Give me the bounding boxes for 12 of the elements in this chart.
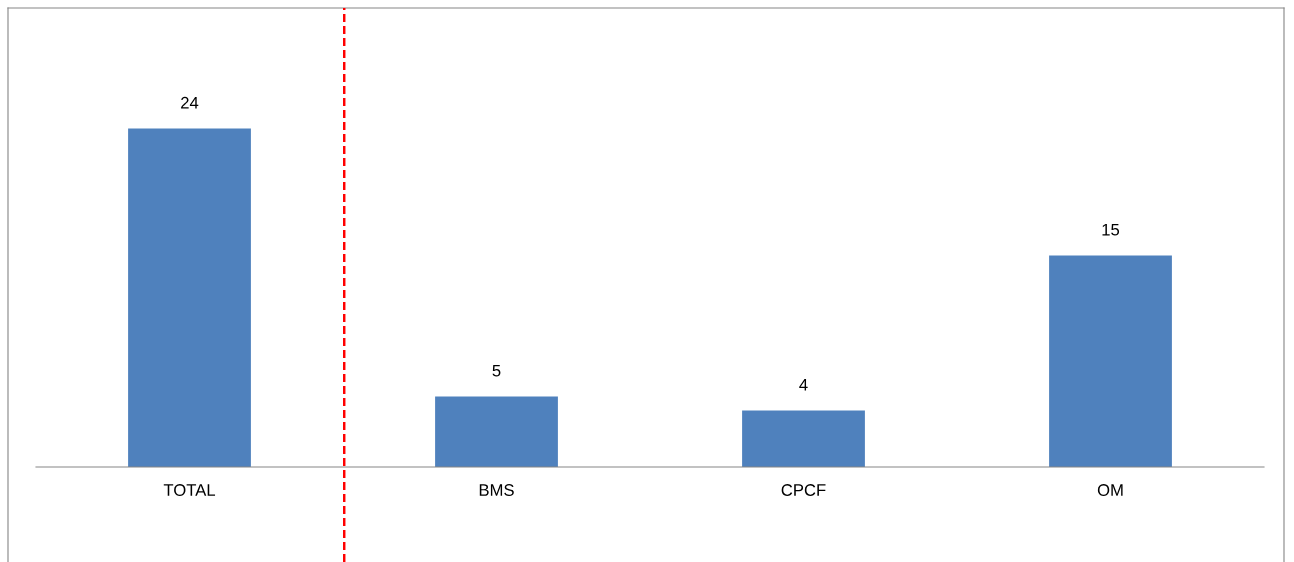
bar	[128, 128, 251, 467]
x-tick-label: OM	[1097, 484, 1123, 496]
data-label: 5	[492, 364, 501, 377]
bar	[435, 396, 558, 467]
x-tick-label: BMS	[479, 484, 514, 496]
x-tick-label: TOTAL	[163, 484, 216, 496]
bar	[1049, 255, 1172, 467]
data-label: 4	[799, 379, 808, 391]
data-label: 15	[1102, 223, 1120, 236]
x-tick-label: CPCF	[781, 484, 826, 496]
bar	[742, 410, 865, 467]
data-label: 24	[181, 96, 199, 109]
